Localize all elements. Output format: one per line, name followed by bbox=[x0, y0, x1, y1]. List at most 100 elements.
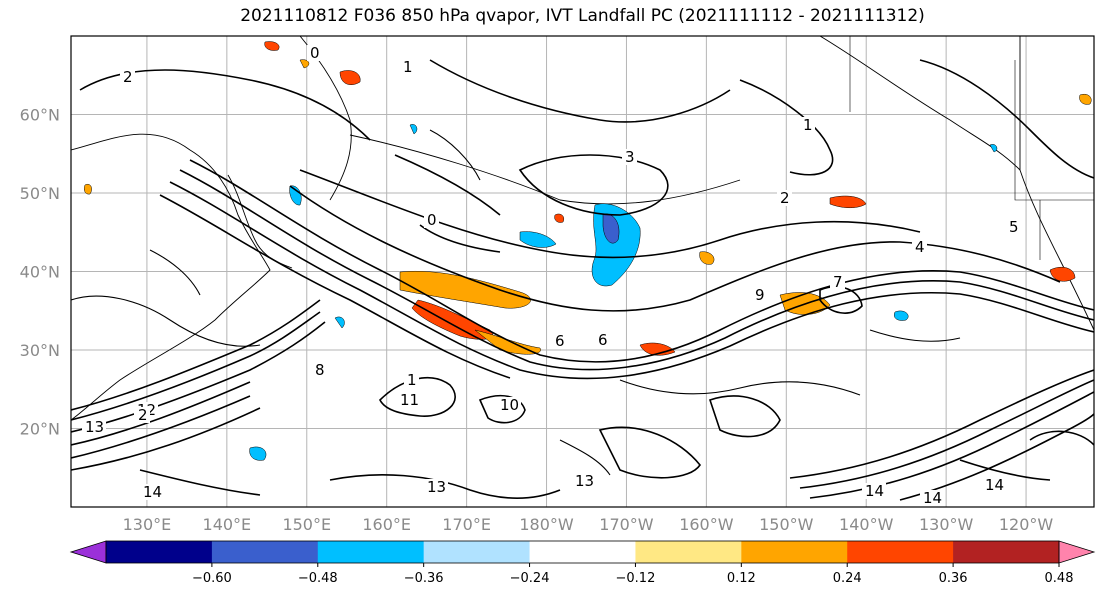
contour-label: 7 bbox=[833, 273, 843, 291]
contour-label: 3 bbox=[625, 148, 635, 166]
longitude-label: 150°W bbox=[759, 515, 814, 534]
contour-label-background bbox=[120, 69, 135, 85]
colorbar-tick-label: 0.24 bbox=[833, 571, 862, 586]
contour-label: 5 bbox=[1009, 218, 1019, 236]
longitude-labels: 130°E 140°E 150°E 160°E 170°E 180°W 170°W 160°W… bbox=[123, 515, 1054, 534]
longitude-label: 170°E bbox=[442, 515, 491, 534]
contour-label: 11 bbox=[400, 391, 419, 409]
contour-label-background bbox=[312, 362, 327, 378]
latitude-label: 60°N bbox=[20, 106, 60, 125]
ivt-contours-thin bbox=[71, 129, 961, 476]
contour-label-background bbox=[862, 483, 886, 499]
contour-label: 0 bbox=[310, 44, 320, 62]
contour-label-background bbox=[404, 372, 419, 388]
longitude-label: 130°W bbox=[919, 515, 974, 534]
ivt-contours bbox=[71, 59, 1094, 501]
longitude-label: 130°E bbox=[123, 515, 172, 534]
contour-label-background bbox=[497, 397, 521, 413]
colorbar-segment bbox=[953, 541, 1060, 563]
contour-label: 2 bbox=[780, 189, 790, 207]
colorbar-tick-label: −0.24 bbox=[510, 571, 550, 586]
colorbar-segment bbox=[635, 541, 742, 563]
longitude-label: 160°E bbox=[362, 515, 411, 534]
latitude-label: 30°N bbox=[20, 341, 60, 360]
contour-label-background bbox=[1006, 219, 1021, 235]
colorbar-extend-min bbox=[69, 540, 107, 564]
contour-label-background bbox=[622, 149, 637, 165]
contour-label-background bbox=[82, 419, 106, 435]
colorbar: −0.60 −0.48 −0.36 −0.24 −0.12 0.12 0.24 0.36 0.4… bbox=[69, 540, 1096, 586]
coastline-alaska bbox=[819, 36, 1021, 172]
longitude-label: 140°W bbox=[839, 515, 894, 534]
colorbar-tick-label: −0.36 bbox=[404, 571, 444, 586]
longitude-label: 140°E bbox=[203, 515, 252, 534]
coastline-asia bbox=[71, 133, 271, 421]
colorbar-tick-label: −0.48 bbox=[298, 571, 338, 586]
colorbar-tick-label: −0.12 bbox=[616, 571, 656, 586]
contour-label: 1 bbox=[407, 371, 417, 389]
colorbar-segment bbox=[106, 541, 213, 563]
contour-label-background bbox=[595, 332, 610, 348]
longitude-label: 180°W bbox=[519, 515, 574, 534]
contour-label: 8 bbox=[315, 361, 325, 379]
contour-label: 2 bbox=[123, 68, 133, 86]
longitude-label: 160°W bbox=[679, 515, 734, 534]
colorbar-outline bbox=[105, 540, 1060, 564]
latitude-label: 40°N bbox=[20, 263, 60, 282]
contour-label-background bbox=[400, 59, 415, 75]
latitude-label: 20°N bbox=[20, 420, 60, 439]
contour-label-background bbox=[424, 479, 448, 495]
figure-title: 2021110812 F036 850 hPa qvapor, IVT Land… bbox=[240, 6, 925, 26]
contour-label: 4 bbox=[915, 238, 925, 256]
contour-label: 10 bbox=[500, 396, 519, 414]
colorbar-segment bbox=[317, 541, 425, 563]
contour-label-background bbox=[140, 484, 164, 500]
longitude-label: 120°W bbox=[999, 515, 1054, 534]
contour-label: 6 bbox=[598, 331, 608, 349]
longitude-label: 150°E bbox=[282, 515, 331, 534]
longitude-label: 170°W bbox=[599, 515, 654, 534]
colorbar-tick-label: 0.48 bbox=[1045, 571, 1074, 586]
contour-label: 14 bbox=[143, 483, 162, 501]
contour-label: 14 bbox=[923, 489, 942, 507]
contour-label: 14 bbox=[985, 476, 1004, 494]
contour-label: 0 bbox=[427, 211, 437, 229]
contour-label-background bbox=[397, 392, 421, 408]
contour-label-background bbox=[982, 477, 1006, 493]
contour-label-background bbox=[920, 490, 944, 506]
colorbar-segment bbox=[423, 541, 531, 563]
contour-label: 13 bbox=[85, 418, 104, 436]
political-borders bbox=[849, 36, 1094, 260]
contour-label: 1 bbox=[803, 116, 813, 134]
contour-label: 13 bbox=[575, 472, 594, 490]
contour-label-background bbox=[424, 212, 439, 228]
colorbar-extend-max bbox=[1058, 540, 1096, 564]
latitude-labels: 60°N 50°N 40°N 30°N 20°N bbox=[20, 106, 60, 439]
aleutian-chain bbox=[349, 134, 741, 205]
contour-label-background bbox=[777, 190, 792, 206]
colorbar-tick-label: 0.36 bbox=[939, 571, 968, 586]
contour-label: 2 bbox=[138, 406, 148, 424]
contour-label: 6 bbox=[555, 332, 565, 350]
colorbar-segment bbox=[529, 541, 636, 563]
contour-label-background bbox=[307, 45, 322, 61]
contour-label-background bbox=[135, 407, 150, 423]
colorbar-segment bbox=[211, 541, 319, 563]
contour-label-background bbox=[752, 287, 767, 303]
colorbar-segment bbox=[847, 541, 954, 563]
latitude-label: 50°N bbox=[20, 184, 60, 203]
contour-label-background bbox=[552, 333, 567, 349]
colorbar-segment bbox=[741, 541, 848, 563]
coastline-north-america bbox=[1019, 169, 1094, 331]
contour-label: 14 bbox=[865, 482, 884, 500]
colorbar-tick-label: 0.12 bbox=[727, 571, 756, 586]
graticule bbox=[71, 36, 1094, 507]
contour-label: 13 bbox=[427, 478, 446, 496]
contour-label: 1 bbox=[403, 58, 413, 76]
contour-labels: 012312046697121314131314141421581011 bbox=[82, 44, 1021, 507]
contour-label: 9 bbox=[755, 286, 765, 304]
contour-label-background bbox=[800, 117, 815, 133]
colorbar-tick-label: −0.60 bbox=[192, 571, 232, 586]
map-frame bbox=[70, 35, 1095, 508]
